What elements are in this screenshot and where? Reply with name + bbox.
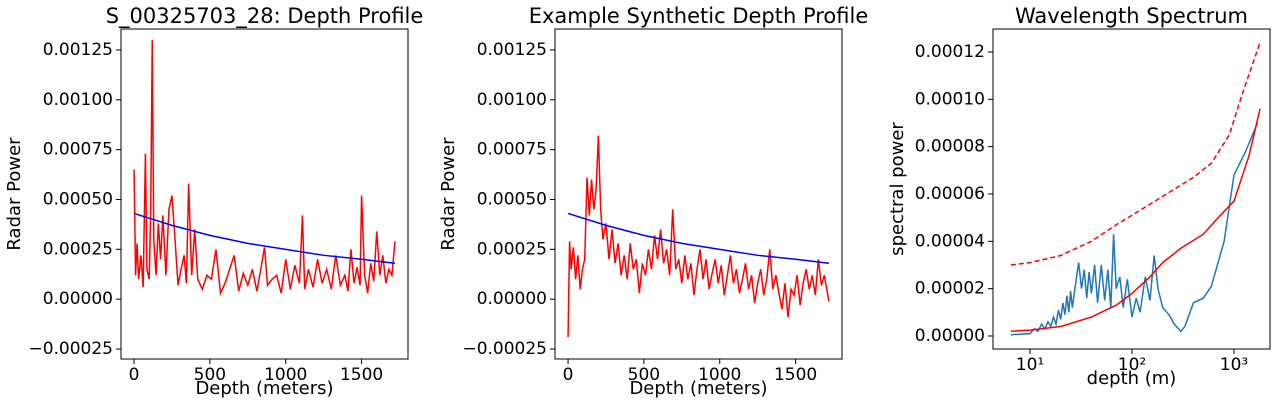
x-axis-label: Depth (meters): [195, 378, 333, 399]
plot-frame: [554, 28, 843, 360]
data-line: [133, 39, 396, 297]
y-tick-label: 0.00000: [477, 289, 547, 309]
x-tick-label: 1500: [774, 365, 817, 385]
y-tick-label: 0.00025: [477, 239, 547, 259]
y-axis-label: Radar Power: [4, 137, 25, 251]
y-tick-label: 0.00125: [477, 40, 547, 60]
x-tick-label: 0: [563, 365, 574, 385]
x-tick-label: 0: [129, 365, 140, 385]
y-tick-label: 0.00010: [915, 89, 985, 109]
y-tick-label: 0.00008: [915, 137, 985, 157]
y-tick-label: 0.00100: [43, 90, 113, 110]
y-tick-label: 0.00050: [43, 189, 113, 209]
y-tick-label: 0.00006: [915, 184, 985, 204]
data-line: [567, 212, 830, 265]
x-tick-label: 1000: [264, 365, 307, 385]
data-line: [133, 212, 396, 265]
y-tick-label: 0.00000: [915, 326, 985, 346]
y-tick-label: 0.00100: [477, 90, 547, 110]
y-tick-label: 0.00000: [43, 289, 113, 309]
plot-frame: [120, 28, 409, 360]
y-tick-label: 0.00075: [477, 140, 547, 160]
x-axis-label: depth (m): [1087, 368, 1177, 389]
x-tick-label: 10²: [1118, 355, 1146, 375]
y-axis-label: spectral power: [887, 122, 908, 256]
y-tick-label: 0.00002: [915, 279, 985, 299]
data-line: [1010, 122, 1259, 336]
y-tick-label: 0.00125: [43, 40, 113, 60]
y-tick-label: 0.00004: [915, 231, 985, 251]
y-tick-label: 0.00025: [43, 239, 113, 259]
plot-frame: [992, 28, 1271, 350]
x-tick-label: 10³: [1220, 355, 1248, 375]
x-tick-label: 1000: [698, 365, 741, 385]
y-tick-label: 0.00012: [915, 42, 985, 62]
data-line: [1010, 42, 1261, 266]
y-tick-label: −0.00025: [462, 339, 547, 359]
y-axis-label: Radar Power: [438, 137, 459, 251]
y-tick-label: 0.00050: [477, 189, 547, 209]
chart-title: S_00325703_28: Depth Profile: [106, 4, 424, 29]
x-tick-label: 10¹: [1016, 355, 1044, 375]
x-axis-label: Depth (meters): [629, 378, 767, 399]
chart-title: Example Synthetic Depth Profile: [529, 4, 869, 28]
chart-title: Wavelength Spectrum: [1015, 4, 1248, 28]
x-tick-label: 1500: [340, 365, 383, 385]
data-line: [567, 135, 830, 338]
y-tick-label: −0.00025: [28, 339, 113, 359]
x-tick-label: 500: [628, 365, 660, 385]
data-line: [1010, 108, 1261, 332]
y-tick-label: 0.00075: [43, 140, 113, 160]
x-tick-label: 500: [194, 365, 226, 385]
